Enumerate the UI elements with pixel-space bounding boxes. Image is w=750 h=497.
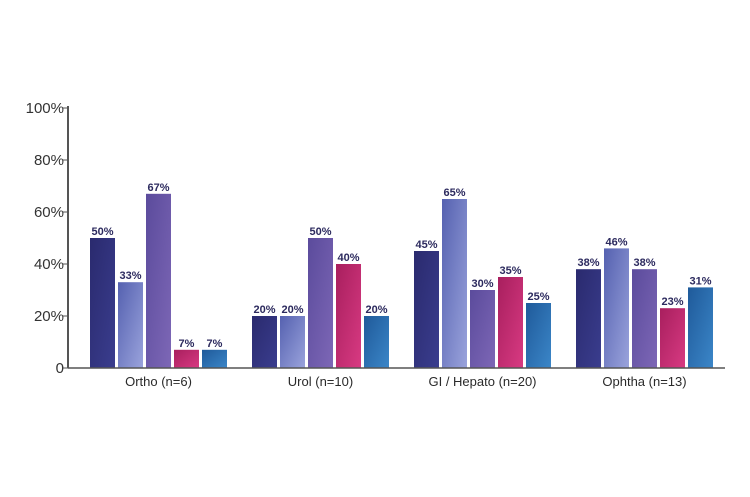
bar [498,277,523,368]
bar [632,269,657,368]
bar [470,290,495,368]
bar [280,316,305,368]
bar [308,238,333,368]
data-label: 33% [119,270,141,282]
bar [202,349,227,368]
data-label: 50% [91,226,113,238]
data-label: 35% [499,265,521,277]
x-axis: Ortho (n=6) Urol (n=10) GI / Hepato (n=20)… [68,367,725,389]
y-tick-label: 80% [34,152,64,169]
bar [576,269,601,368]
data-labels: 50% 33% 67% 7% 7% 20% 20% 50% 40% 20% 45% 65% 30% 35%… [91,182,711,350]
data-label: 31% [689,275,711,287]
bars [90,193,713,368]
y-tick-label: 40% [34,256,64,273]
bar [90,238,115,368]
bar [118,282,143,368]
data-label: 23% [661,296,683,308]
category-label: GI / Hepato (n=20) [428,374,536,389]
bar [364,316,389,368]
data-label: 30% [471,278,493,290]
data-label: 7% [207,338,223,350]
category-label: Ortho (n=6) [125,374,192,389]
data-label: 7% [179,338,195,350]
bar [336,264,361,368]
data-label: 45% [415,239,437,251]
bar [526,303,551,368]
data-label: 65% [443,187,465,199]
data-label: 50% [309,226,331,238]
bar [174,349,199,368]
y-tick-label: 0 [56,360,64,377]
data-label: 40% [337,252,359,264]
data-label: 38% [577,257,599,269]
y-tick-label: 100% [26,100,64,117]
bar [660,308,685,368]
bar [604,248,629,368]
data-label: 67% [147,182,169,194]
category-label: Urol (n=10) [288,374,353,389]
bar [414,251,439,368]
y-tick-label: 60% [34,204,64,221]
y-axis: 0 20% 40% 60% 80% 100% [26,100,69,377]
data-label: 20% [281,304,303,316]
bar [146,193,171,368]
bar [252,316,277,368]
bar [442,199,467,368]
data-label: 20% [253,304,275,316]
data-label: 46% [605,236,627,248]
category-label: Ophtha (n=13) [602,374,686,389]
data-label: 20% [365,304,387,316]
bar [688,287,713,368]
data-label: 38% [633,257,655,269]
y-tick-label: 20% [34,308,64,325]
data-label: 25% [527,291,549,303]
